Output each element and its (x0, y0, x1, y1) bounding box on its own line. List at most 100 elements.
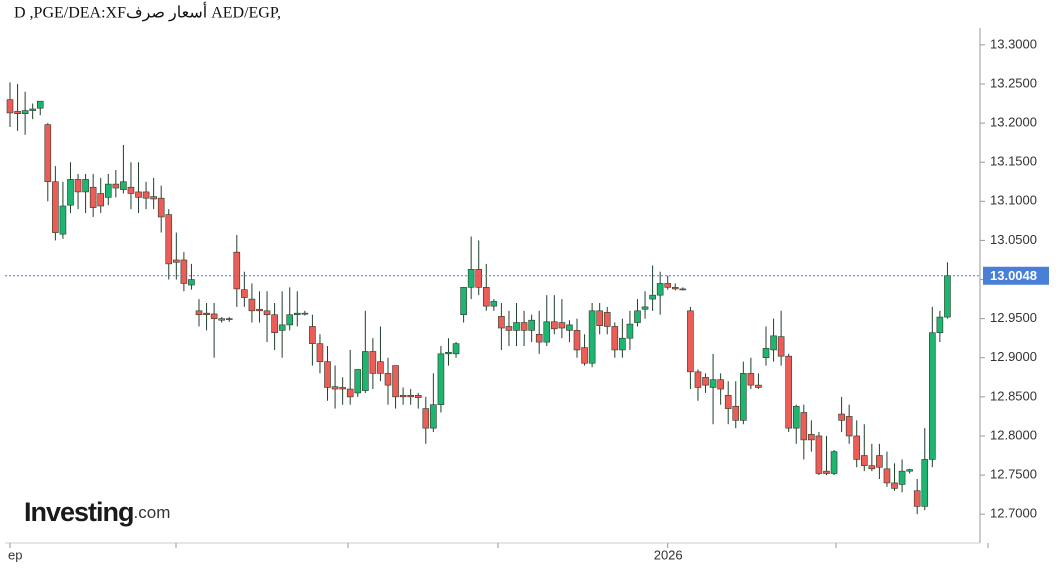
candle-body (490, 301, 498, 307)
candle-body (732, 405, 740, 421)
candle-body (460, 287, 467, 316)
candle-body (634, 310, 641, 323)
candle-body (452, 343, 460, 355)
candle-body (845, 416, 853, 437)
watermark: Investing.com (24, 497, 170, 527)
candle-body (52, 181, 59, 233)
candle-body (150, 196, 157, 200)
candle-body (293, 312, 301, 316)
y-tick-label: 12.9000 (990, 349, 1037, 364)
candle-body (785, 355, 792, 429)
candle-body (362, 351, 369, 391)
candle-body (929, 332, 936, 460)
candle-body (588, 310, 596, 364)
candle-body (475, 269, 483, 288)
watermark-suffix: .com (134, 503, 171, 522)
candle-body (271, 314, 278, 334)
candle-body (883, 468, 891, 484)
candle-body (671, 287, 679, 290)
candle-body (596, 310, 603, 326)
candle-body (611, 326, 619, 351)
candle-body (838, 413, 845, 421)
candle-body (21, 110, 29, 114)
candle-body (14, 111, 21, 114)
candle-body (377, 361, 384, 374)
candle-body (399, 394, 407, 398)
candle-body (195, 310, 203, 316)
candle-body (6, 99, 14, 114)
candle-body (709, 379, 717, 388)
candle-body (309, 326, 316, 344)
y-tick-label: 12.8000 (990, 427, 1037, 442)
candle-body (528, 319, 535, 331)
candle-body (679, 288, 687, 291)
candle-body (936, 316, 944, 334)
y-tick-label: 12.9500 (990, 310, 1037, 325)
candle-body (74, 179, 82, 193)
candle-body (777, 336, 785, 357)
candle-body (112, 183, 120, 189)
candle-body (762, 348, 770, 359)
candle-body (868, 465, 876, 470)
candle-body (392, 365, 399, 398)
candle-body (301, 312, 309, 315)
candle-body (830, 451, 838, 474)
y-tick-label: 13.2000 (990, 115, 1037, 130)
candle-body (286, 314, 294, 326)
candle-body (755, 384, 762, 388)
candle-body (430, 404, 437, 429)
last-price-box (983, 266, 1049, 285)
last-price-label: 13.0048 (990, 268, 1037, 283)
candle-body (626, 323, 634, 339)
candle-body (505, 326, 513, 331)
candle-body (498, 315, 505, 329)
candle-body (233, 251, 241, 290)
candle-body (694, 371, 702, 388)
candle-body (263, 310, 271, 316)
candle-body (853, 435, 861, 460)
candle-body (800, 412, 808, 441)
candle-body (551, 321, 558, 330)
candle-body (384, 373, 392, 386)
candle-body (445, 351, 452, 355)
candle-body (891, 482, 898, 489)
candle-body (898, 470, 906, 485)
month-ticks (175, 543, 989, 548)
candle-body (278, 324, 286, 331)
candle-body (815, 435, 823, 474)
candle-body (876, 455, 883, 468)
candle-body (188, 279, 195, 286)
candle-body (36, 100, 44, 109)
candle-body (218, 318, 225, 321)
candle-body (369, 351, 377, 374)
candle-body (619, 337, 626, 351)
candle-body (535, 333, 543, 343)
candle-body (860, 455, 868, 466)
x-tick-label: ep (8, 547, 22, 562)
candle-body (702, 377, 709, 386)
candle-body (921, 459, 929, 507)
candle-body (437, 353, 445, 405)
candle-body (543, 321, 551, 343)
candle-body (331, 386, 339, 390)
candle-body (724, 394, 732, 409)
candle-body (180, 259, 188, 284)
candle-body (82, 179, 89, 193)
candle-body (664, 283, 672, 288)
candle-body (944, 275, 951, 318)
y-tick-label: 13.3000 (990, 36, 1037, 51)
watermark-main: Investing (24, 497, 134, 527)
y-tick-label: 13.1000 (990, 193, 1037, 208)
candle-body (173, 259, 180, 263)
candle-body (566, 324, 573, 331)
candle-body (649, 294, 656, 300)
candle-body (120, 181, 127, 190)
candle-body (913, 490, 921, 507)
y-tick-label: 13.1500 (990, 154, 1037, 169)
candle-body (770, 335, 777, 351)
candle-body (316, 343, 324, 362)
chart-title: D ,PGE/DEA:XFأسعار صرف AED/EGP, (14, 2, 281, 22)
candle-body (29, 108, 36, 111)
candle-body (346, 388, 354, 398)
